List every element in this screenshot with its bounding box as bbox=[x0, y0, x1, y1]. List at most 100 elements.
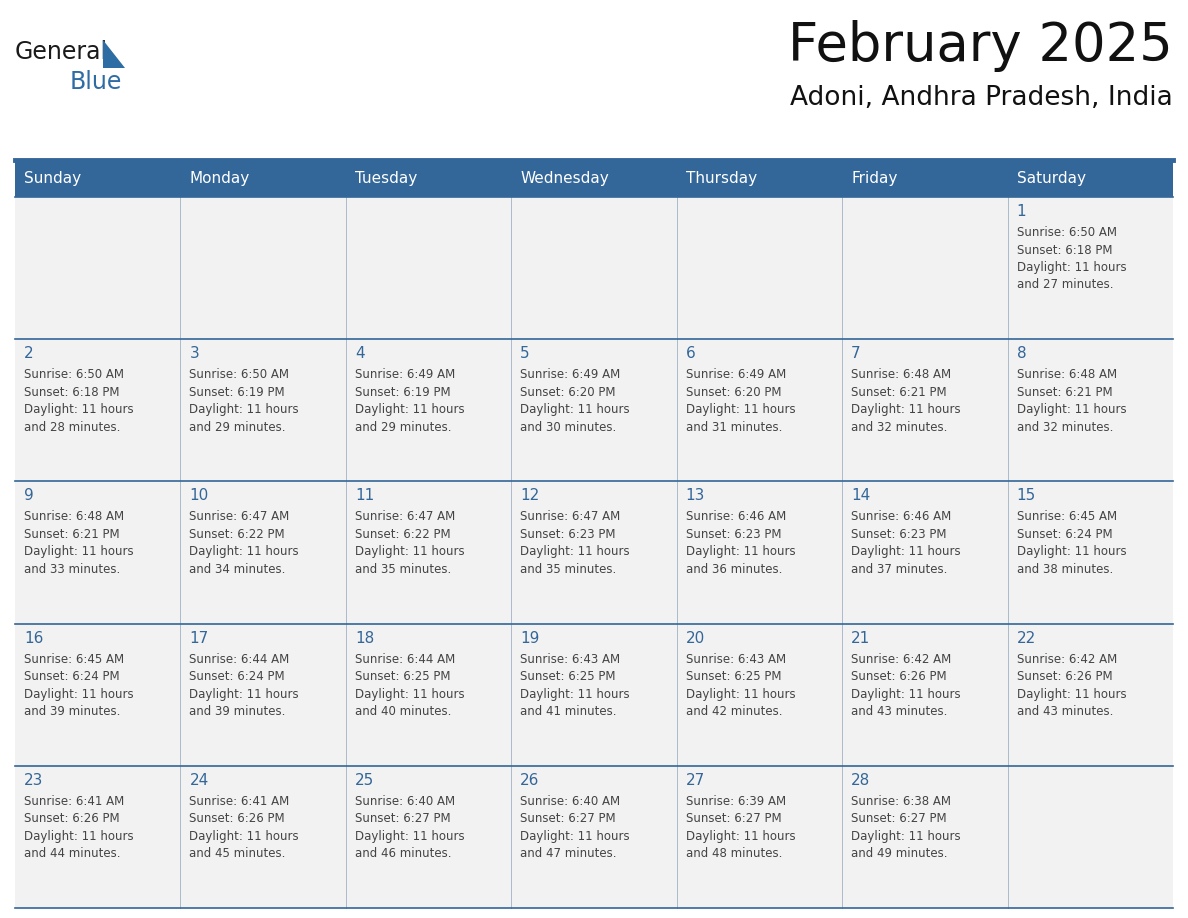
Text: and 27 minutes.: and 27 minutes. bbox=[1017, 278, 1113, 292]
Text: General: General bbox=[15, 40, 108, 64]
Text: and 46 minutes.: and 46 minutes. bbox=[355, 847, 451, 860]
Text: Sunset: 6:18 PM: Sunset: 6:18 PM bbox=[1017, 243, 1112, 256]
Text: Sunrise: 6:43 AM: Sunrise: 6:43 AM bbox=[520, 653, 620, 666]
Text: Sunset: 6:26 PM: Sunset: 6:26 PM bbox=[189, 812, 285, 825]
Text: 8: 8 bbox=[1017, 346, 1026, 361]
Text: Sunset: 6:26 PM: Sunset: 6:26 PM bbox=[851, 670, 947, 683]
Text: Sunrise: 6:44 AM: Sunrise: 6:44 AM bbox=[355, 653, 455, 666]
Text: Daylight: 11 hours: Daylight: 11 hours bbox=[1017, 545, 1126, 558]
Text: and 44 minutes.: and 44 minutes. bbox=[24, 847, 120, 860]
Bar bbox=[15, 481, 1173, 623]
Text: and 37 minutes.: and 37 minutes. bbox=[851, 563, 948, 576]
Text: Daylight: 11 hours: Daylight: 11 hours bbox=[355, 545, 465, 558]
Text: Daylight: 11 hours: Daylight: 11 hours bbox=[520, 688, 630, 700]
Text: 20: 20 bbox=[685, 631, 704, 645]
Text: and 32 minutes.: and 32 minutes. bbox=[851, 420, 948, 433]
Text: Sunrise: 6:42 AM: Sunrise: 6:42 AM bbox=[851, 653, 952, 666]
Text: Sunset: 6:22 PM: Sunset: 6:22 PM bbox=[355, 528, 450, 541]
Text: 7: 7 bbox=[851, 346, 861, 361]
Text: Sunrise: 6:50 AM: Sunrise: 6:50 AM bbox=[189, 368, 290, 381]
Text: Sunrise: 6:41 AM: Sunrise: 6:41 AM bbox=[189, 795, 290, 808]
Text: 21: 21 bbox=[851, 631, 871, 645]
Text: and 28 minutes.: and 28 minutes. bbox=[24, 420, 120, 433]
Text: Sunrise: 6:47 AM: Sunrise: 6:47 AM bbox=[355, 510, 455, 523]
Text: Sunrise: 6:43 AM: Sunrise: 6:43 AM bbox=[685, 653, 785, 666]
Text: 26: 26 bbox=[520, 773, 539, 788]
Text: and 43 minutes.: and 43 minutes. bbox=[1017, 705, 1113, 718]
Text: Daylight: 11 hours: Daylight: 11 hours bbox=[24, 830, 133, 843]
Text: 19: 19 bbox=[520, 631, 539, 645]
Text: Friday: Friday bbox=[851, 171, 897, 186]
Text: Sunrise: 6:48 AM: Sunrise: 6:48 AM bbox=[851, 368, 952, 381]
Text: 11: 11 bbox=[355, 488, 374, 503]
Text: Sunset: 6:27 PM: Sunset: 6:27 PM bbox=[685, 812, 782, 825]
Text: Tuesday: Tuesday bbox=[355, 171, 417, 186]
Bar bbox=[15, 339, 1173, 481]
Text: Daylight: 11 hours: Daylight: 11 hours bbox=[189, 688, 299, 700]
Text: Daylight: 11 hours: Daylight: 11 hours bbox=[685, 545, 795, 558]
Text: Sunrise: 6:40 AM: Sunrise: 6:40 AM bbox=[520, 795, 620, 808]
Text: Sunrise: 6:50 AM: Sunrise: 6:50 AM bbox=[1017, 226, 1117, 239]
Text: 3: 3 bbox=[189, 346, 200, 361]
Text: and 45 minutes.: and 45 minutes. bbox=[189, 847, 286, 860]
Text: Sunday: Sunday bbox=[24, 171, 81, 186]
Text: Sunset: 6:25 PM: Sunset: 6:25 PM bbox=[355, 670, 450, 683]
Text: Sunrise: 6:46 AM: Sunrise: 6:46 AM bbox=[685, 510, 786, 523]
Text: Sunset: 6:23 PM: Sunset: 6:23 PM bbox=[851, 528, 947, 541]
Text: Sunrise: 6:45 AM: Sunrise: 6:45 AM bbox=[1017, 510, 1117, 523]
Text: Sunrise: 6:49 AM: Sunrise: 6:49 AM bbox=[520, 368, 620, 381]
Text: and 35 minutes.: and 35 minutes. bbox=[355, 563, 451, 576]
Text: and 40 minutes.: and 40 minutes. bbox=[355, 705, 451, 718]
Text: 5: 5 bbox=[520, 346, 530, 361]
Text: and 49 minutes.: and 49 minutes. bbox=[851, 847, 948, 860]
Text: Daylight: 11 hours: Daylight: 11 hours bbox=[1017, 403, 1126, 416]
Bar bbox=[15, 160, 1173, 197]
Text: 9: 9 bbox=[24, 488, 33, 503]
Text: Daylight: 11 hours: Daylight: 11 hours bbox=[189, 403, 299, 416]
Text: Sunrise: 6:47 AM: Sunrise: 6:47 AM bbox=[189, 510, 290, 523]
Text: Sunrise: 6:42 AM: Sunrise: 6:42 AM bbox=[1017, 653, 1117, 666]
Text: Saturday: Saturday bbox=[1017, 171, 1086, 186]
Text: and 39 minutes.: and 39 minutes. bbox=[189, 705, 286, 718]
Text: Sunset: 6:24 PM: Sunset: 6:24 PM bbox=[1017, 528, 1112, 541]
Text: Daylight: 11 hours: Daylight: 11 hours bbox=[1017, 261, 1126, 274]
Text: and 31 minutes.: and 31 minutes. bbox=[685, 420, 782, 433]
Text: 16: 16 bbox=[24, 631, 44, 645]
Text: Sunset: 6:20 PM: Sunset: 6:20 PM bbox=[685, 386, 782, 398]
Text: Sunset: 6:21 PM: Sunset: 6:21 PM bbox=[1017, 386, 1112, 398]
Text: Wednesday: Wednesday bbox=[520, 171, 609, 186]
Text: Sunrise: 6:46 AM: Sunrise: 6:46 AM bbox=[851, 510, 952, 523]
Text: Daylight: 11 hours: Daylight: 11 hours bbox=[24, 688, 133, 700]
Text: Sunrise: 6:40 AM: Sunrise: 6:40 AM bbox=[355, 795, 455, 808]
Text: and 43 minutes.: and 43 minutes. bbox=[851, 705, 948, 718]
Bar bbox=[15, 766, 1173, 908]
Text: Daylight: 11 hours: Daylight: 11 hours bbox=[1017, 688, 1126, 700]
Text: 13: 13 bbox=[685, 488, 706, 503]
Text: Sunset: 6:27 PM: Sunset: 6:27 PM bbox=[520, 812, 615, 825]
Text: Sunset: 6:18 PM: Sunset: 6:18 PM bbox=[24, 386, 120, 398]
Text: and 48 minutes.: and 48 minutes. bbox=[685, 847, 782, 860]
Text: Daylight: 11 hours: Daylight: 11 hours bbox=[685, 830, 795, 843]
Text: and 36 minutes.: and 36 minutes. bbox=[685, 563, 782, 576]
Text: 25: 25 bbox=[355, 773, 374, 788]
Text: 18: 18 bbox=[355, 631, 374, 645]
Text: Sunrise: 6:48 AM: Sunrise: 6:48 AM bbox=[1017, 368, 1117, 381]
Text: Daylight: 11 hours: Daylight: 11 hours bbox=[355, 403, 465, 416]
Text: 28: 28 bbox=[851, 773, 871, 788]
Text: 4: 4 bbox=[355, 346, 365, 361]
Bar bbox=[15, 623, 1173, 766]
Text: 24: 24 bbox=[189, 773, 209, 788]
Text: and 29 minutes.: and 29 minutes. bbox=[189, 420, 286, 433]
Text: Sunset: 6:20 PM: Sunset: 6:20 PM bbox=[520, 386, 615, 398]
Bar bbox=[15, 197, 1173, 339]
Text: 2: 2 bbox=[24, 346, 33, 361]
Text: Daylight: 11 hours: Daylight: 11 hours bbox=[189, 545, 299, 558]
Text: Daylight: 11 hours: Daylight: 11 hours bbox=[520, 403, 630, 416]
Text: and 41 minutes.: and 41 minutes. bbox=[520, 705, 617, 718]
Text: Sunset: 6:24 PM: Sunset: 6:24 PM bbox=[24, 670, 120, 683]
Text: and 42 minutes.: and 42 minutes. bbox=[685, 705, 782, 718]
Text: Sunset: 6:26 PM: Sunset: 6:26 PM bbox=[24, 812, 120, 825]
Text: Daylight: 11 hours: Daylight: 11 hours bbox=[24, 403, 133, 416]
Text: and 38 minutes.: and 38 minutes. bbox=[1017, 563, 1113, 576]
Text: 27: 27 bbox=[685, 773, 704, 788]
